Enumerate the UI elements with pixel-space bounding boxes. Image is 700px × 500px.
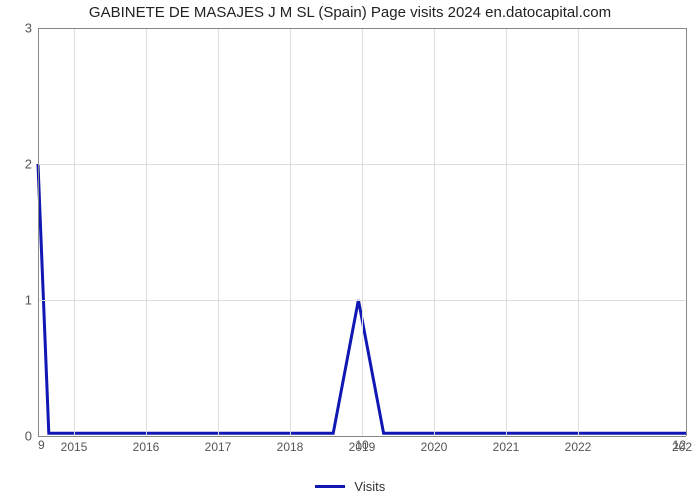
gridline-vertical [578, 28, 579, 436]
gridline-vertical [506, 28, 507, 436]
gridline-vertical [146, 28, 147, 436]
x-tick-label: 2018 [277, 436, 304, 454]
y-tick-label: 0 [25, 429, 38, 444]
x-tick-label: 2021 [493, 436, 520, 454]
axis-border [686, 28, 687, 436]
x-tick-label: 2022 [565, 436, 592, 454]
gridline-vertical [74, 28, 75, 436]
x-tick-label: 2015 [61, 436, 88, 454]
y-tick-label: 2 [25, 157, 38, 172]
gridline-vertical [290, 28, 291, 436]
chart-container: GABINETE DE MASAJES J M SL (Spain) Page … [0, 0, 700, 500]
chart-title: GABINETE DE MASAJES J M SL (Spain) Page … [0, 4, 700, 21]
legend: Visits [0, 478, 700, 494]
secondary-tick-label: 12 [673, 438, 686, 452]
legend-swatch [315, 485, 345, 488]
x-tick-label: 2016 [133, 436, 160, 454]
axis-border [38, 28, 39, 436]
axis-border [38, 436, 686, 437]
y-tick-label: 1 [25, 293, 38, 308]
plot-area: 0123201520162017201820192020202120222029… [38, 28, 686, 436]
secondary-tick-label: 10 [355, 438, 368, 452]
axis-border [38, 28, 686, 29]
x-tick-label: 2020 [421, 436, 448, 454]
legend-label: Visits [354, 479, 385, 494]
secondary-tick-label: 9 [38, 438, 45, 452]
gridline-vertical [218, 28, 219, 436]
x-tick-label: 2017 [205, 436, 232, 454]
gridline-vertical [362, 28, 363, 436]
y-tick-label: 3 [25, 21, 38, 36]
gridline-vertical [434, 28, 435, 436]
